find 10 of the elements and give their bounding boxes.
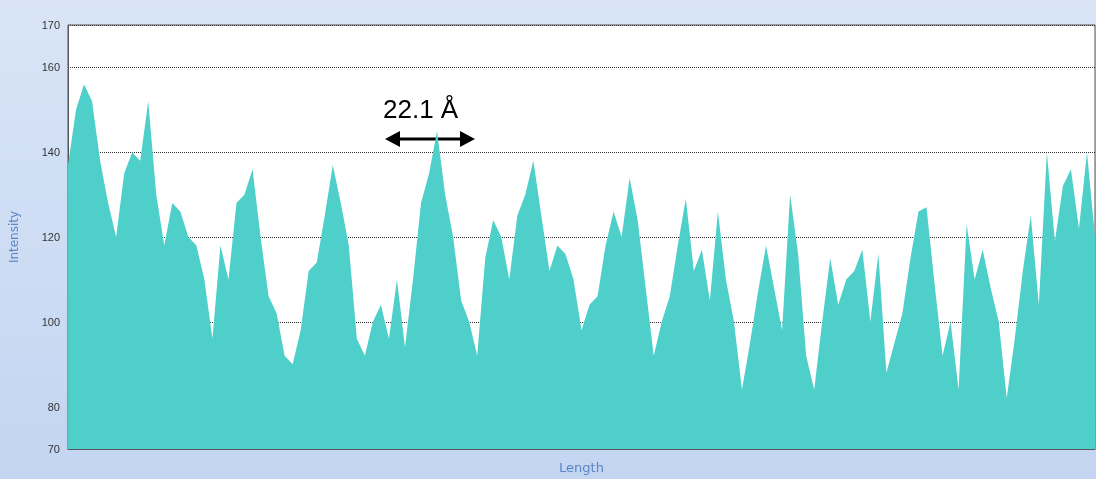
y-tick-label: 160 (41, 61, 60, 74)
y-tick-label: 70 (47, 443, 60, 455)
y-tick-label: 170 (41, 19, 60, 31)
x-axis-title: Length (559, 460, 604, 475)
y-tick-label: 100 (41, 315, 60, 328)
y-axis-title: Intensity (7, 210, 21, 264)
annotation: 22.1 Å (383, 94, 459, 124)
y-tick-label: 140 (41, 146, 60, 159)
y-tick-label: 80 (47, 400, 60, 413)
y-tick-label: 120 (41, 231, 60, 243)
